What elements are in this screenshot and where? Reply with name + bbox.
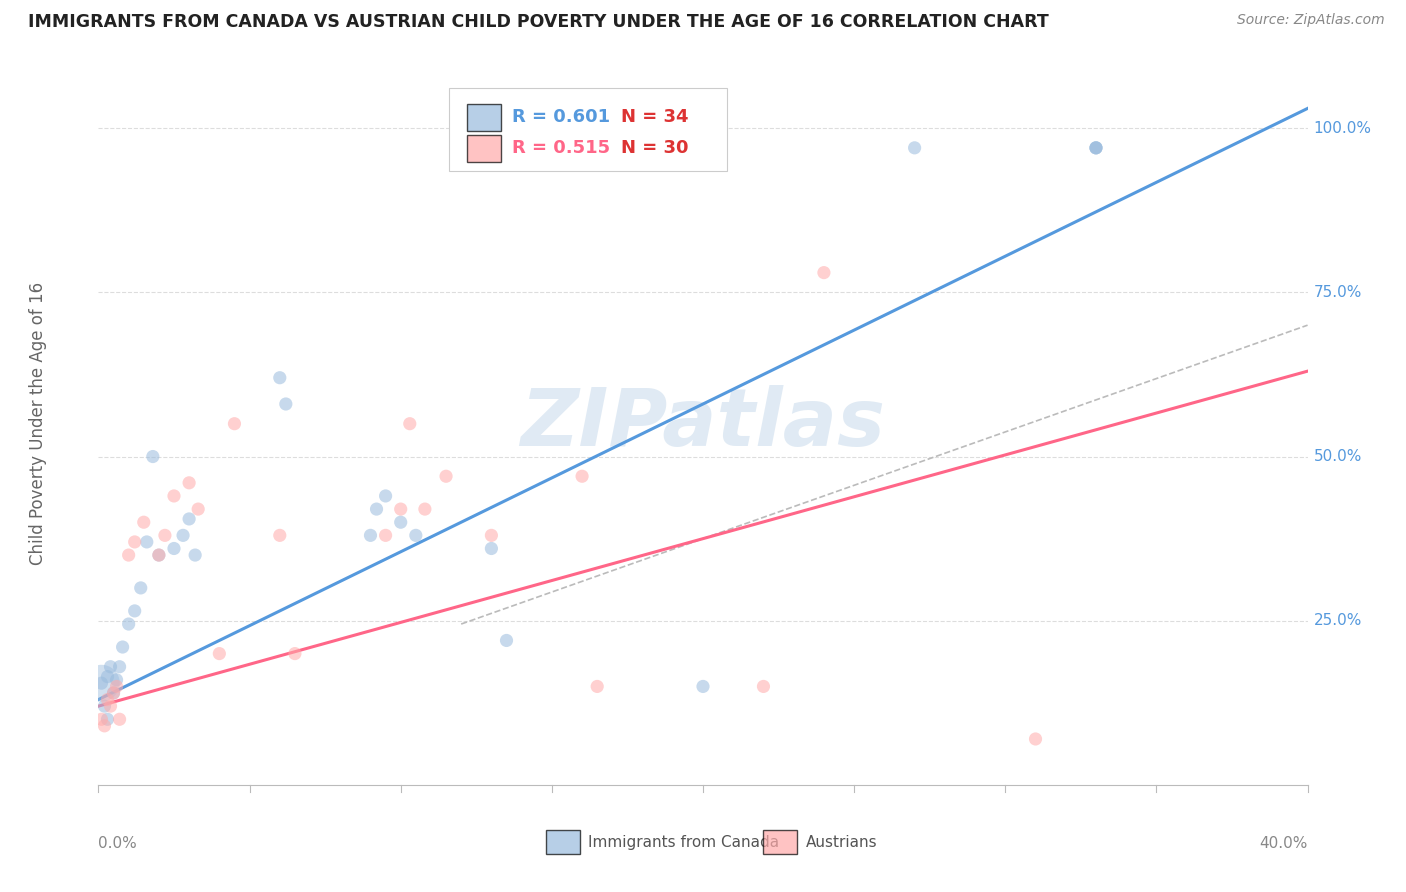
Text: 0.0%: 0.0% bbox=[98, 836, 138, 851]
Text: R = 0.601: R = 0.601 bbox=[512, 108, 610, 127]
Point bbox=[752, 680, 775, 694]
Point bbox=[103, 686, 125, 700]
Point bbox=[184, 548, 207, 562]
Point bbox=[163, 541, 186, 556]
Text: Source: ZipAtlas.com: Source: ZipAtlas.com bbox=[1237, 13, 1385, 28]
Point bbox=[389, 502, 412, 516]
Point bbox=[103, 686, 125, 700]
FancyBboxPatch shape bbox=[763, 830, 797, 854]
Point bbox=[602, 141, 624, 155]
Point bbox=[132, 515, 155, 529]
Point bbox=[187, 502, 209, 516]
Point bbox=[1085, 141, 1108, 155]
Point bbox=[100, 699, 122, 714]
Point bbox=[90, 712, 112, 726]
Point bbox=[374, 489, 396, 503]
Point bbox=[692, 680, 714, 694]
Text: 75.0%: 75.0% bbox=[1313, 285, 1362, 300]
Point bbox=[813, 266, 835, 280]
FancyBboxPatch shape bbox=[467, 103, 501, 131]
Point bbox=[179, 512, 201, 526]
Point bbox=[172, 528, 194, 542]
Point bbox=[118, 548, 141, 562]
Point bbox=[481, 541, 503, 556]
Point bbox=[153, 528, 176, 542]
FancyBboxPatch shape bbox=[467, 135, 501, 162]
Point bbox=[96, 712, 118, 726]
Point bbox=[389, 515, 412, 529]
Text: 25.0%: 25.0% bbox=[1313, 614, 1362, 628]
Point bbox=[105, 673, 128, 687]
Point bbox=[366, 502, 388, 516]
Point bbox=[124, 604, 146, 618]
Point bbox=[284, 647, 307, 661]
Point bbox=[434, 469, 457, 483]
Point bbox=[96, 692, 118, 706]
Point bbox=[108, 712, 131, 726]
Point bbox=[405, 528, 427, 542]
Point bbox=[374, 528, 396, 542]
Text: 100.0%: 100.0% bbox=[1313, 120, 1372, 136]
Point bbox=[163, 489, 186, 503]
Point bbox=[93, 719, 115, 733]
Point bbox=[269, 370, 291, 384]
Point bbox=[1085, 141, 1108, 155]
Point bbox=[93, 699, 115, 714]
Point bbox=[96, 669, 118, 683]
Point bbox=[142, 450, 165, 464]
Text: IMMIGRANTS FROM CANADA VS AUSTRIAN CHILD POVERTY UNDER THE AGE OF 16 CORRELATION: IMMIGRANTS FROM CANADA VS AUSTRIAN CHILD… bbox=[28, 13, 1049, 31]
Text: R = 0.515: R = 0.515 bbox=[512, 139, 610, 157]
Point bbox=[904, 141, 927, 155]
Text: Austrians: Austrians bbox=[806, 835, 877, 849]
Point bbox=[224, 417, 246, 431]
Point bbox=[111, 640, 134, 654]
Point bbox=[1024, 731, 1046, 746]
Text: ZIPatlas: ZIPatlas bbox=[520, 384, 886, 463]
Text: N = 30: N = 30 bbox=[621, 139, 689, 157]
FancyBboxPatch shape bbox=[449, 87, 727, 171]
Point bbox=[124, 535, 146, 549]
Point bbox=[208, 647, 231, 661]
Point bbox=[398, 417, 420, 431]
Point bbox=[571, 469, 593, 483]
Point bbox=[179, 475, 201, 490]
Point bbox=[495, 633, 517, 648]
Point bbox=[118, 617, 141, 632]
Text: Child Poverty Under the Age of 16: Child Poverty Under the Age of 16 bbox=[30, 282, 46, 566]
Point bbox=[1085, 141, 1108, 155]
Point bbox=[129, 581, 152, 595]
Point bbox=[148, 548, 170, 562]
Point bbox=[586, 680, 609, 694]
Point bbox=[100, 659, 122, 673]
Text: 40.0%: 40.0% bbox=[1260, 836, 1308, 851]
Point bbox=[135, 535, 157, 549]
Point bbox=[274, 397, 297, 411]
FancyBboxPatch shape bbox=[546, 830, 579, 854]
Point bbox=[105, 680, 128, 694]
Point bbox=[148, 548, 170, 562]
Point bbox=[481, 528, 503, 542]
Point bbox=[269, 528, 291, 542]
Point bbox=[360, 528, 382, 542]
Text: Immigrants from Canada: Immigrants from Canada bbox=[588, 835, 779, 849]
Point bbox=[90, 676, 112, 690]
Point bbox=[90, 676, 112, 690]
Point bbox=[413, 502, 436, 516]
Text: N = 34: N = 34 bbox=[621, 108, 689, 127]
Text: 50.0%: 50.0% bbox=[1313, 449, 1362, 464]
Point bbox=[108, 659, 131, 673]
